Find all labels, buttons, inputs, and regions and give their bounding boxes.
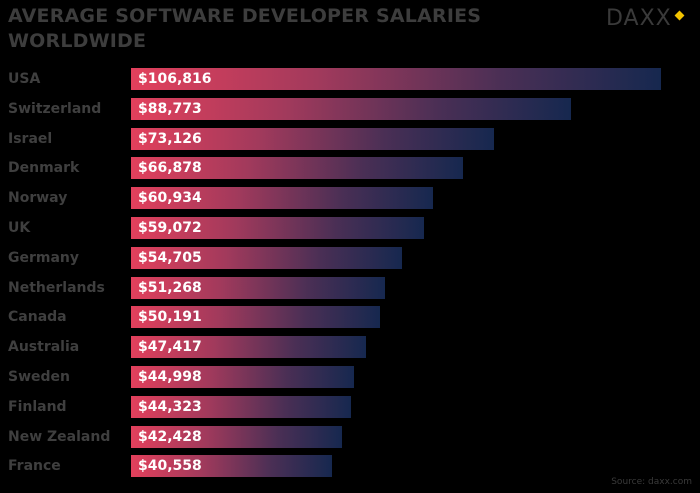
data-label: $50,191 [138,309,202,326]
source-note: Source: daxx.com [611,477,692,487]
bar: $40,558 [131,455,333,478]
data-label: $54,705 [138,249,202,266]
bar: $44,323 [131,395,351,418]
category-label: Norway [8,190,68,207]
category-label: Canada [8,309,67,326]
data-label: $47,417 [138,339,202,356]
category-label: Sweden [8,369,70,385]
data-label: $42,428 [138,428,202,445]
data-label: $73,126 [138,130,202,147]
chart-title: AVERAGE SOFTWARE DEVELOPER SALARIES WORL… [8,5,482,52]
data-label: $60,934 [138,190,202,207]
category-label: Australia [8,339,80,356]
category-label: France [8,458,61,475]
category-label: Israel [8,130,53,147]
data-label: $66,878 [138,160,202,177]
data-label: $106,816 [138,71,212,87]
category-label: Netherlands [8,279,105,296]
daxx-logo: DAXX [606,6,685,31]
data-label: $88,773 [138,100,202,117]
svg-text:DAXX: DAXX [606,6,672,31]
bar: $59,072 [131,217,425,239]
bar: $106,816 [131,68,661,90]
data-label: $44,998 [138,369,202,385]
bar: $73,126 [131,127,494,150]
bar: $47,417 [131,336,367,359]
data-label: $44,323 [138,398,202,415]
category-label: Germany [8,249,80,266]
bar: $60,934 [131,187,434,210]
category-label: USA [8,71,41,87]
bar: $54,705 [131,246,403,269]
category-label: Switzerland [8,100,102,117]
bar: $42,428 [131,425,342,448]
bar: $50,191 [131,306,381,329]
category-label: Finland [8,398,67,415]
category-label: New Zealand [8,428,111,445]
category-label: UK [8,220,31,236]
category-label: Denmark [8,160,80,177]
bar: $51,268 [131,276,386,299]
bar: $44,998 [131,366,355,388]
bar: $66,878 [131,157,463,180]
data-label: $59,072 [138,220,202,236]
bar: $88,773 [131,97,572,120]
data-label: $40,558 [138,458,202,475]
data-label: $51,268 [138,279,202,296]
